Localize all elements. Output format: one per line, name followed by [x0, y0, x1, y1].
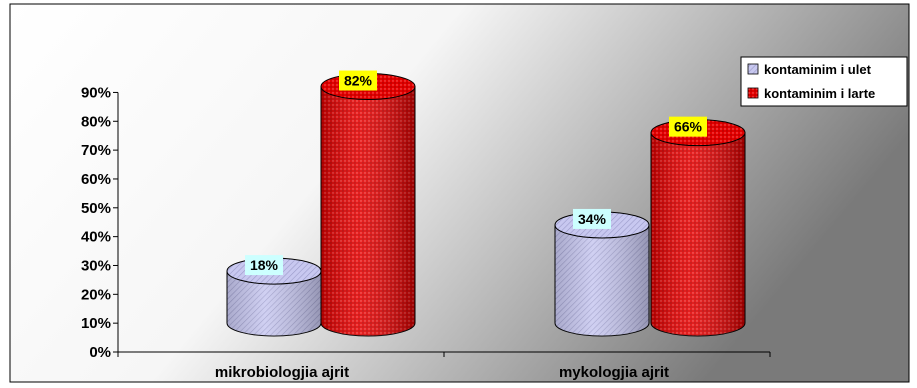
y-tick-label: 40% [81, 229, 111, 246]
bar-0-1 [320, 73, 416, 337]
data-label: 66% [674, 119, 703, 135]
legend-box [740, 56, 908, 107]
y-tick-label: 20% [81, 286, 111, 303]
data-label-bg [339, 70, 377, 91]
y-tick-label: 70% [81, 142, 111, 159]
y-tick-label: 80% [81, 113, 111, 130]
x-category-label: mykologjia ajrit [559, 364, 669, 381]
y-tick-label: 60% [81, 171, 111, 188]
bar-shade [555, 224, 649, 336]
bars [226, 73, 746, 337]
bar-shade [321, 86, 415, 337]
y-axis: 0% 10% 20% 30% 40% 50% 60% 70% 80% 90% [81, 84, 771, 361]
legend-swatch-high [747, 87, 759, 99]
bar-shade [227, 271, 321, 336]
y-tick-label: 50% [81, 200, 111, 217]
data-label: 18% [250, 257, 279, 273]
y-tick-label: 10% [81, 315, 111, 332]
data-label: 82% [344, 73, 373, 89]
y-tick-label: 90% [81, 84, 111, 101]
legend-label-low: kontaminim i ulet [764, 62, 872, 77]
data-labels: 18% 82% 34% 66% [245, 70, 707, 276]
bar-1-1 [650, 119, 746, 337]
data-label: 34% [578, 211, 607, 227]
legend: kontaminim i ulet kontaminim i larte [740, 56, 908, 107]
x-axis-labels: mikrobiologjia ajrit mykologjia ajrit [215, 364, 669, 381]
legend-label-high: kontaminim i larte [764, 86, 875, 101]
y-tick-label: 0% [89, 344, 111, 361]
data-label-bg [669, 116, 707, 137]
x-category-label: mikrobiologjia ajrit [215, 364, 349, 381]
bar-1-0 [554, 211, 650, 337]
bar-shade [651, 132, 745, 336]
legend-swatch-low [747, 63, 759, 75]
data-label-bg [245, 255, 283, 276]
data-label-bg [573, 208, 611, 229]
y-tick-label: 30% [81, 257, 111, 274]
